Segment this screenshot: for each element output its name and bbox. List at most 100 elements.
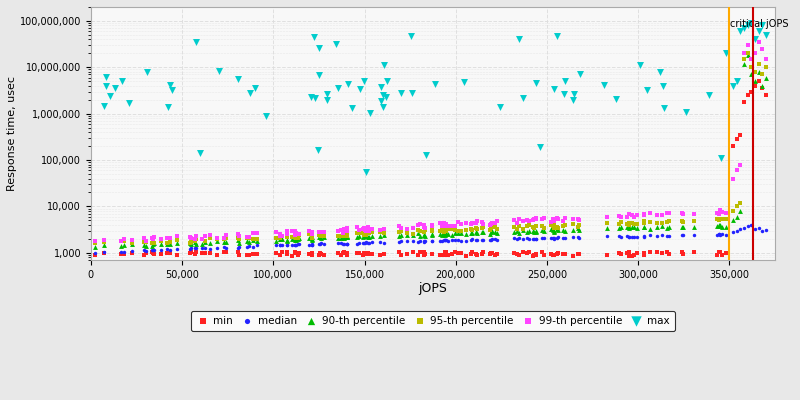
99-th percentile: [726, 175, 739, 182]
median: [154, 246, 167, 253]
95-th percentile: [752, 60, 765, 67]
99-th percentile: [759, 56, 772, 62]
99-th percentile: [742, 42, 754, 48]
95-th percentile: [738, 56, 750, 62]
median: [393, 238, 406, 245]
min: [426, 251, 438, 258]
min: [394, 252, 407, 258]
max: [394, 89, 407, 96]
95-th percentile: [477, 224, 490, 230]
median: [361, 240, 374, 246]
X-axis label: jOPS: jOPS: [418, 282, 447, 296]
max: [406, 90, 418, 96]
min: [290, 250, 302, 256]
95-th percentile: [557, 222, 570, 229]
max: [530, 80, 542, 86]
90-th percentile: [530, 229, 543, 236]
99-th percentile: [451, 219, 464, 225]
95-th percentile: [713, 216, 726, 222]
min: [412, 252, 425, 258]
min: [546, 252, 559, 258]
99-th percentile: [115, 238, 128, 244]
90-th percentile: [713, 223, 726, 229]
90-th percentile: [655, 223, 668, 230]
99-th percentile: [359, 228, 372, 234]
median: [465, 236, 478, 242]
min: [358, 249, 370, 256]
90-th percentile: [292, 236, 305, 242]
99-th percentile: [306, 231, 318, 237]
99-th percentile: [446, 223, 459, 229]
median: [451, 237, 464, 243]
99-th percentile: [756, 46, 769, 52]
min: [232, 252, 245, 258]
95-th percentile: [292, 235, 305, 241]
min: [716, 252, 729, 258]
99-th percentile: [513, 216, 526, 222]
max: [752, 28, 765, 34]
min: [451, 250, 464, 257]
min: [520, 250, 533, 256]
95-th percentile: [318, 233, 330, 239]
95-th percentile: [451, 228, 464, 234]
min: [439, 249, 452, 256]
min: [332, 250, 345, 257]
min: [154, 251, 167, 257]
min: [146, 249, 158, 256]
95-th percentile: [638, 218, 651, 225]
95-th percentile: [552, 224, 565, 231]
median: [203, 246, 216, 252]
max: [100, 74, 113, 80]
min: [438, 252, 450, 258]
90-th percentile: [756, 82, 769, 89]
median: [418, 238, 431, 244]
90-th percentile: [477, 229, 490, 236]
90-th percentile: [745, 71, 758, 78]
max: [653, 69, 666, 75]
99-th percentile: [572, 216, 585, 223]
min: [550, 251, 563, 258]
95-th percentile: [219, 235, 232, 241]
90-th percentile: [406, 232, 419, 238]
99-th percentile: [434, 220, 446, 226]
95-th percentile: [638, 220, 650, 226]
median: [435, 238, 448, 244]
99-th percentile: [663, 210, 676, 216]
median: [341, 241, 354, 247]
max: [213, 68, 226, 74]
min: [269, 250, 282, 256]
median: [713, 231, 726, 237]
95-th percentile: [125, 240, 138, 246]
90-th percentile: [154, 241, 167, 247]
min: [434, 252, 446, 259]
99-th percentile: [146, 235, 159, 242]
99-th percentile: [332, 228, 345, 234]
max: [312, 146, 325, 153]
95-th percentile: [675, 218, 688, 224]
median: [337, 240, 350, 247]
99-th percentile: [677, 211, 690, 217]
99-th percentile: [154, 236, 167, 242]
median: [412, 238, 425, 245]
95-th percentile: [687, 218, 700, 224]
95-th percentile: [545, 222, 558, 228]
90-th percentile: [276, 236, 289, 242]
95-th percentile: [154, 238, 167, 244]
90-th percentile: [557, 227, 570, 234]
90-th percentile: [358, 232, 371, 239]
max: [730, 78, 743, 84]
99-th percentile: [358, 225, 370, 232]
99-th percentile: [341, 228, 354, 234]
90-th percentile: [340, 234, 353, 240]
median: [464, 237, 477, 244]
median: [513, 235, 526, 241]
median: [242, 243, 255, 249]
median: [358, 240, 370, 246]
90-th percentile: [622, 224, 635, 231]
median: [508, 235, 521, 242]
median: [675, 232, 688, 239]
min: [286, 252, 298, 259]
median: [484, 236, 497, 243]
median: [711, 232, 724, 238]
90-th percentile: [638, 224, 651, 230]
